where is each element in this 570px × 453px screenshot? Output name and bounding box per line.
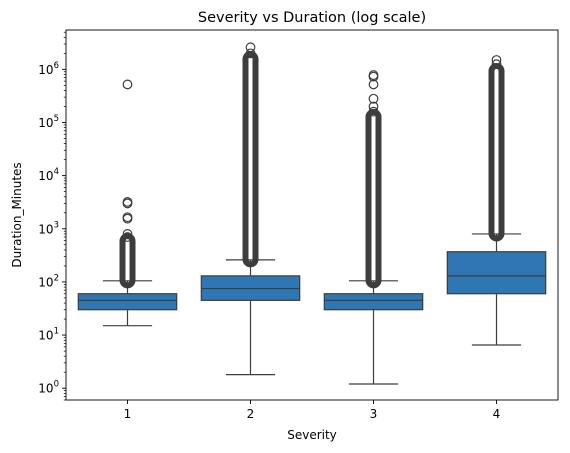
box-group-severity-3 xyxy=(324,71,422,384)
y-tick-label: 103 xyxy=(38,220,59,236)
y-tick-label-base: 10 xyxy=(38,222,53,236)
x-tick-label: 4 xyxy=(493,407,501,421)
y-tick-label-base: 10 xyxy=(38,63,53,77)
outlier-band xyxy=(123,236,133,285)
outlier-band xyxy=(369,112,379,285)
x-tick-label: 1 xyxy=(124,407,132,421)
y-tick-label-base: 10 xyxy=(38,382,53,396)
y-tick-label: 102 xyxy=(38,273,59,289)
box-iqr xyxy=(78,294,176,310)
y-axis-label: Duration_Minutes xyxy=(10,162,24,267)
y-tick-label-exponent: 6 xyxy=(54,61,59,71)
box-group-severity-1 xyxy=(78,80,176,326)
y-tick-label-base: 10 xyxy=(38,116,53,130)
outlier-band xyxy=(246,54,256,264)
x-axis: 1 2 3 4 xyxy=(124,400,501,421)
y-tick-label-base: 10 xyxy=(38,329,53,343)
box-group-severity-4 xyxy=(447,56,545,345)
box-iqr xyxy=(447,252,545,294)
y-tick-label-exponent: 5 xyxy=(54,114,59,124)
y-tick-label-exponent: 3 xyxy=(54,220,59,230)
y-tick-label: 105 xyxy=(38,114,59,130)
y-tick-label: 106 xyxy=(38,61,59,77)
outlier-band xyxy=(492,66,502,238)
x-tick-label: 2 xyxy=(247,407,255,421)
y-tick-label-exponent: 2 xyxy=(54,273,59,283)
y-tick-label: 104 xyxy=(38,167,59,183)
plot-content xyxy=(78,43,545,384)
box-group-severity-2 xyxy=(201,43,299,375)
y-tick-label: 100 xyxy=(38,380,59,396)
y-tick-label-exponent: 0 xyxy=(54,380,59,390)
box-iqr xyxy=(324,294,422,310)
x-axis-label: Severity xyxy=(287,428,337,442)
y-tick-label-exponent: 1 xyxy=(54,327,59,337)
outlier-point xyxy=(123,80,132,89)
outlier-point xyxy=(246,43,255,52)
y-tick-label: 101 xyxy=(38,327,59,343)
y-tick-label-base: 10 xyxy=(38,275,53,289)
x-tick-label: 3 xyxy=(370,407,378,421)
y-tick-label-base: 10 xyxy=(38,169,53,183)
y-tick-label-exponent: 4 xyxy=(54,167,59,177)
chart-title: Severity vs Duration (log scale) xyxy=(198,10,426,26)
